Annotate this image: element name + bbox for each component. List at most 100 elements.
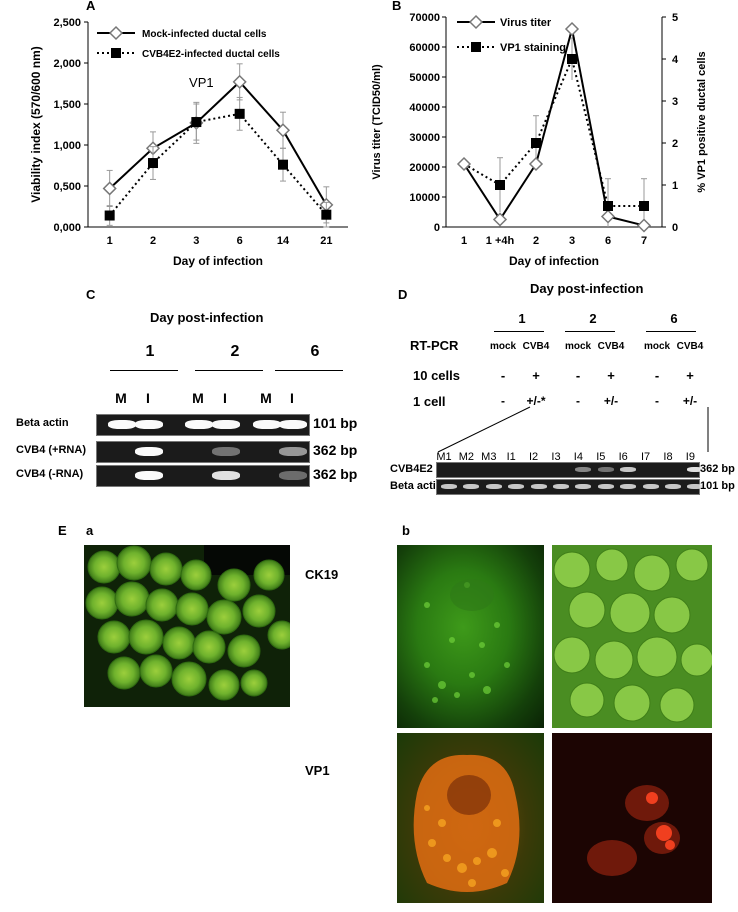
panel-label-b: B: [392, 0, 402, 13]
data-point: [278, 159, 288, 170]
y2-tick-label: 4: [672, 54, 679, 66]
legend-label: CVB4E2-infected ductal cells: [142, 49, 280, 60]
gel-c-day-label: 6: [310, 343, 320, 360]
gel-c-day-label: 1: [145, 343, 155, 360]
gel-d-strip: [436, 462, 704, 478]
series-line: [463, 28, 645, 227]
y-tick-label: 40000: [409, 102, 440, 114]
gel-c-lane-label: M: [192, 390, 204, 406]
y-tick-label: 1,500: [53, 99, 81, 111]
data-point: [495, 180, 505, 190]
data-point: [564, 21, 580, 37]
gel-d-size-label: 362 bp: [700, 463, 735, 475]
data-point: [321, 209, 332, 220]
condition-label: mock: [643, 341, 671, 352]
gel-c-lane-label: M: [260, 390, 272, 406]
condition-label: CVB4: [597, 341, 625, 352]
gel-band: [135, 471, 163, 480]
condition-label: CVB4: [522, 341, 550, 352]
gel-band: [135, 447, 163, 456]
data-point: [531, 138, 541, 148]
gel-band: [279, 471, 307, 480]
x-tick-label: 6: [605, 235, 611, 247]
chart-b: 0 10000 20000 30000 40000 50000 60000 70000 0 1 2 3…: [371, 12, 708, 268]
gel-band: [279, 447, 307, 456]
gel-d-day-line: [646, 331, 696, 332]
gel-d-lane-label: I1: [506, 451, 516, 463]
micrograph-vp1-b2: [552, 733, 712, 903]
y-tick-label: 0,000: [53, 222, 81, 234]
series-line: [108, 80, 328, 206]
gel-d-lane-label: I9: [685, 451, 695, 463]
micrograph-ck19-a: [84, 545, 290, 707]
gel-d-strip: [436, 479, 704, 495]
gel-band: [620, 467, 637, 472]
data-point: [600, 209, 616, 224]
gel-c-day-label: 2: [230, 343, 240, 360]
row-10-cells-value: +: [607, 368, 615, 383]
series-line: [463, 55, 644, 207]
gel-d-lane-label: I3: [551, 451, 561, 463]
gel-d-row-label: Beta actin: [390, 480, 443, 492]
x-tick-label: 2: [150, 235, 156, 247]
y2-tick-label: 1: [672, 180, 678, 192]
row-1-cell-value: +/-*: [526, 394, 546, 408]
gel-d-size-label: 101 bp: [700, 480, 735, 492]
gel-band: [508, 484, 525, 489]
gel-band: [212, 471, 240, 480]
gel-d-lane-label: I5: [596, 451, 606, 463]
x-axis-title: Day of infection: [509, 254, 599, 268]
y-tick-label: 70000: [409, 12, 440, 24]
gel-c-row-label: Beta actin: [16, 417, 69, 429]
gel-band: [597, 467, 614, 472]
row-1-cell-value: +/-: [603, 394, 619, 408]
y-tick-label: 10000: [409, 192, 440, 204]
chart-a: 0,000 0,500 1,000 1,500 2,000 2,500 1 2 3 6 14 21 Da…: [29, 17, 348, 268]
gel-band: [642, 484, 659, 489]
data-point: [639, 201, 649, 211]
legend-marker: [471, 42, 481, 52]
gel-d-day-line: [494, 331, 544, 332]
gel-c-strip: [96, 465, 310, 487]
gel-band: [620, 484, 637, 489]
rt-pcr-label: RT-PCR: [410, 338, 459, 353]
panel-label-c: C: [86, 287, 96, 302]
x-tick-label: 3: [569, 235, 575, 247]
gel-c-lane-label: I: [146, 390, 150, 406]
annotation-vp1: VP1: [189, 75, 214, 90]
gel-d-lane-label: I7: [641, 451, 651, 463]
gel-d-lane-label: I6: [618, 451, 628, 463]
gel-c-day-line: [195, 370, 263, 371]
gel-c-lane-label: I: [290, 390, 294, 406]
x-tick-label: 1: [107, 235, 113, 247]
panel-label-a: A: [86, 0, 96, 13]
x-tick-label: 21: [320, 235, 332, 247]
row-10-cells-value: +: [532, 368, 540, 383]
gel-band: [253, 420, 281, 429]
gel-d-lane-label: I8: [663, 451, 673, 463]
gel-d-row-label: CVB4E2: [390, 463, 433, 475]
gel-c-row-label: CVB4 (-RNA): [16, 468, 84, 480]
condition-label: CVB4: [676, 341, 704, 352]
y-tick-label: 20000: [409, 162, 440, 174]
gel-band: [575, 467, 592, 472]
y-axis-title: Viability index (570/600 nm): [29, 46, 43, 203]
row-1-cell-value: +/-: [682, 394, 698, 408]
row-10-cells-label: 10 cells: [413, 368, 460, 383]
y-tick-label: 2,500: [53, 17, 81, 29]
gel-c-size-label: 362 bp: [313, 466, 358, 482]
y2-tick-label: 0: [672, 222, 678, 234]
micrograph-ck19-b1: [397, 545, 544, 728]
gel-band: [441, 484, 457, 489]
row-1-cell-label: 1 cell: [413, 394, 446, 409]
legend-marker: [108, 25, 124, 41]
gel-band: [212, 447, 240, 456]
data-point: [234, 108, 245, 119]
gel-band: [108, 420, 136, 429]
condition-label: mock: [489, 341, 517, 352]
gel-c-size-label: 101 bp: [313, 415, 358, 431]
row-10-cells-value: -: [654, 368, 660, 383]
gel-c-lane-label: M: [115, 390, 127, 406]
gel-d-day-label: 1: [518, 311, 526, 326]
micrograph-vp1-b1: [397, 733, 544, 903]
